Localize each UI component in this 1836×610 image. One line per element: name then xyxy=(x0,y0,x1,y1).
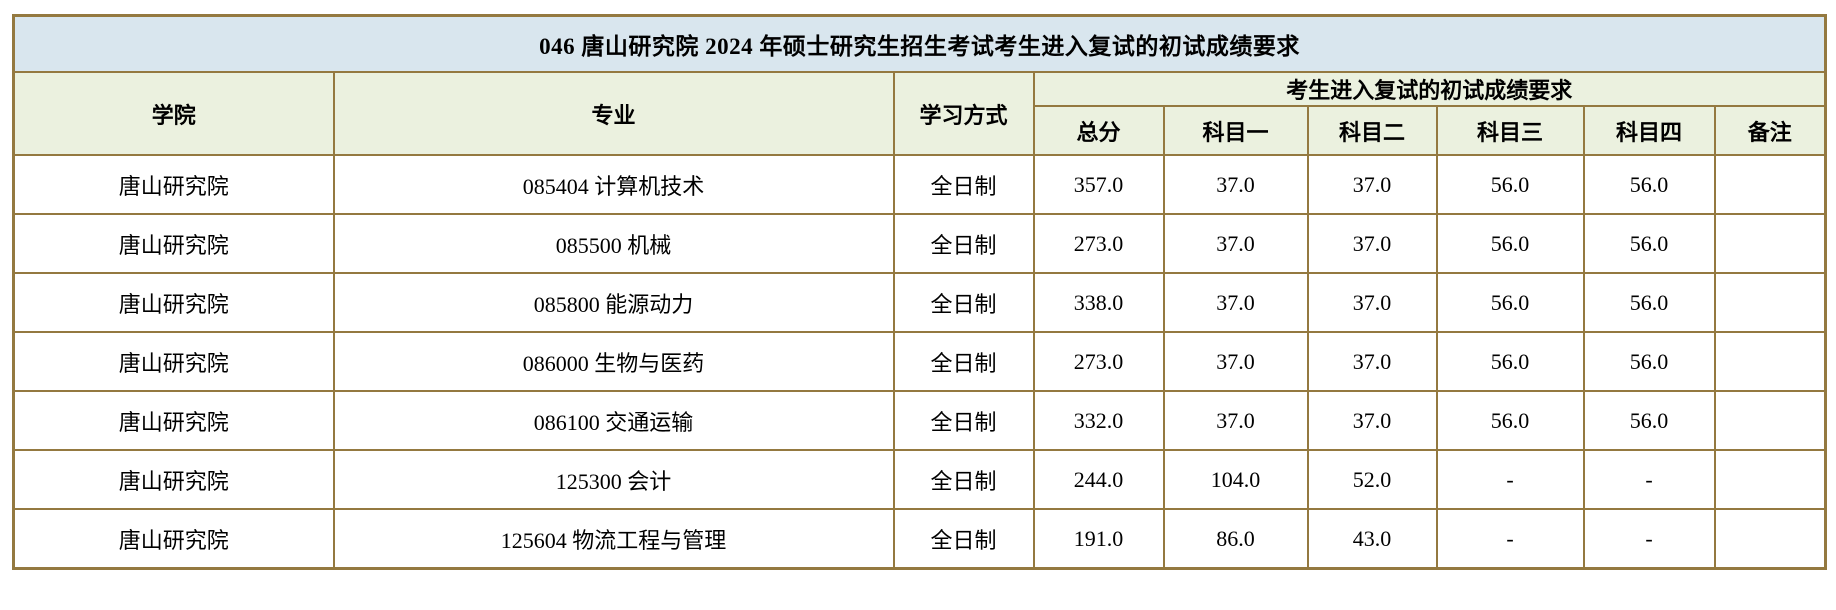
cell-subject-three: - xyxy=(1435,449,1585,510)
cell-subject-three: 56.0 xyxy=(1435,390,1585,451)
cell-major: 125604 物流工程与管理 xyxy=(332,508,895,570)
cell-subject-three: 56.0 xyxy=(1435,213,1585,274)
cell-remarks xyxy=(1713,331,1827,392)
table-title: 046 唐山研究院 2024 年硕士研究生招生考试考生进入复试的初试成绩要求 xyxy=(12,14,1827,73)
cell-subject-four: 56.0 xyxy=(1582,331,1716,392)
cell-remarks xyxy=(1713,213,1827,274)
cell-subject-one: 37.0 xyxy=(1162,213,1309,274)
cell-subject-one: 104.0 xyxy=(1162,449,1309,510)
cell-subject-four: 56.0 xyxy=(1582,213,1716,274)
table-row: 唐山研究院 125300 会计 全日制 244.0 104.0 52.0 - - xyxy=(12,449,1827,510)
cell-remarks xyxy=(1713,154,1827,215)
cell-subject-two: 37.0 xyxy=(1306,272,1438,333)
cell-total-score: 332.0 xyxy=(1032,390,1165,451)
cell-study-mode: 全日制 xyxy=(892,449,1035,510)
cell-remarks xyxy=(1713,508,1827,570)
table-row: 唐山研究院 085404 计算机技术 全日制 357.0 37.0 37.0 5… xyxy=(12,154,1827,215)
header-college: 学院 xyxy=(12,71,335,156)
cell-total-score: 273.0 xyxy=(1032,213,1165,274)
title-row: 046 唐山研究院 2024 年硕士研究生招生考试考生进入复试的初试成绩要求 xyxy=(12,14,1827,73)
cell-subject-one: 37.0 xyxy=(1162,272,1309,333)
cell-subject-two: 43.0 xyxy=(1306,508,1438,570)
cell-study-mode: 全日制 xyxy=(892,272,1035,333)
header-study-mode: 学习方式 xyxy=(892,71,1035,156)
score-requirements-table: 046 唐山研究院 2024 年硕士研究生招生考试考生进入复试的初试成绩要求 学… xyxy=(12,14,1827,570)
cell-study-mode: 全日制 xyxy=(892,331,1035,392)
header-row-sub: 总分 科目一 科目二 科目三 科目四 备注 xyxy=(14,105,1827,156)
header-major: 专业 xyxy=(332,71,895,156)
cell-major: 086000 生物与医药 xyxy=(332,331,895,392)
cell-subject-four: - xyxy=(1582,449,1716,510)
table-row: 唐山研究院 086000 生物与医药 全日制 273.0 37.0 37.0 5… xyxy=(12,331,1827,392)
cell-study-mode: 全日制 xyxy=(892,390,1035,451)
cell-college: 唐山研究院 xyxy=(12,331,335,392)
cell-subject-two: 52.0 xyxy=(1306,449,1438,510)
cell-study-mode: 全日制 xyxy=(892,213,1035,274)
cell-study-mode: 全日制 xyxy=(892,508,1035,570)
cell-subject-four: - xyxy=(1582,508,1716,570)
cell-subject-one: 86.0 xyxy=(1162,508,1309,570)
header-subject-three: 科目三 xyxy=(1435,105,1585,156)
table-row: 唐山研究院 125604 物流工程与管理 全日制 191.0 86.0 43.0… xyxy=(12,508,1827,570)
cell-major: 085500 机械 xyxy=(332,213,895,274)
cell-college: 唐山研究院 xyxy=(12,390,335,451)
table-body: 唐山研究院 085404 计算机技术 全日制 357.0 37.0 37.0 5… xyxy=(12,154,1827,570)
cell-total-score: 273.0 xyxy=(1032,331,1165,392)
cell-subject-two: 37.0 xyxy=(1306,154,1438,215)
cell-college: 唐山研究院 xyxy=(12,449,335,510)
cell-college: 唐山研究院 xyxy=(12,272,335,333)
cell-major: 085404 计算机技术 xyxy=(332,154,895,215)
header-subject-two: 科目二 xyxy=(1306,105,1438,156)
cell-major: 125300 会计 xyxy=(332,449,895,510)
header-remarks: 备注 xyxy=(1713,105,1827,156)
cell-subject-one: 37.0 xyxy=(1162,390,1309,451)
cell-subject-four: 56.0 xyxy=(1582,390,1716,451)
cell-subject-two: 37.0 xyxy=(1306,213,1438,274)
cell-subject-two: 37.0 xyxy=(1306,390,1438,451)
cell-major: 086100 交通运输 xyxy=(332,390,895,451)
header-total-score: 总分 xyxy=(1032,105,1165,156)
header-score-group: 考生进入复试的初试成绩要求 xyxy=(1032,71,1827,107)
cell-college: 唐山研究院 xyxy=(12,508,335,570)
cell-total-score: 357.0 xyxy=(1032,154,1165,215)
cell-subject-three: 56.0 xyxy=(1435,154,1585,215)
cell-remarks xyxy=(1713,449,1827,510)
cell-subject-four: 56.0 xyxy=(1582,272,1716,333)
cell-subject-three: 56.0 xyxy=(1435,331,1585,392)
cell-remarks xyxy=(1713,272,1827,333)
cell-remarks xyxy=(1713,390,1827,451)
cell-major: 085800 能源动力 xyxy=(332,272,895,333)
cell-college: 唐山研究院 xyxy=(12,213,335,274)
cell-subject-one: 37.0 xyxy=(1162,331,1309,392)
table-row: 唐山研究院 085800 能源动力 全日制 338.0 37.0 37.0 56… xyxy=(12,272,1827,333)
header-subject-one: 科目一 xyxy=(1162,105,1309,156)
header-row-main: 学院 专业 学习方式 考生进入复试的初试成绩要求 xyxy=(12,71,1827,156)
cell-total-score: 244.0 xyxy=(1032,449,1165,510)
cell-college: 唐山研究院 xyxy=(12,154,335,215)
table-row: 唐山研究院 086100 交通运输 全日制 332.0 37.0 37.0 56… xyxy=(12,390,1827,451)
cell-study-mode: 全日制 xyxy=(892,154,1035,215)
cell-subject-two: 37.0 xyxy=(1306,331,1438,392)
cell-subject-one: 37.0 xyxy=(1162,154,1309,215)
cell-subject-four: 56.0 xyxy=(1582,154,1716,215)
table-row: 唐山研究院 085500 机械 全日制 273.0 37.0 37.0 56.0… xyxy=(12,213,1827,274)
cell-total-score: 338.0 xyxy=(1032,272,1165,333)
header-subject-four: 科目四 xyxy=(1582,105,1716,156)
cell-subject-three: - xyxy=(1435,508,1585,570)
cell-total-score: 191.0 xyxy=(1032,508,1165,570)
cell-subject-three: 56.0 xyxy=(1435,272,1585,333)
